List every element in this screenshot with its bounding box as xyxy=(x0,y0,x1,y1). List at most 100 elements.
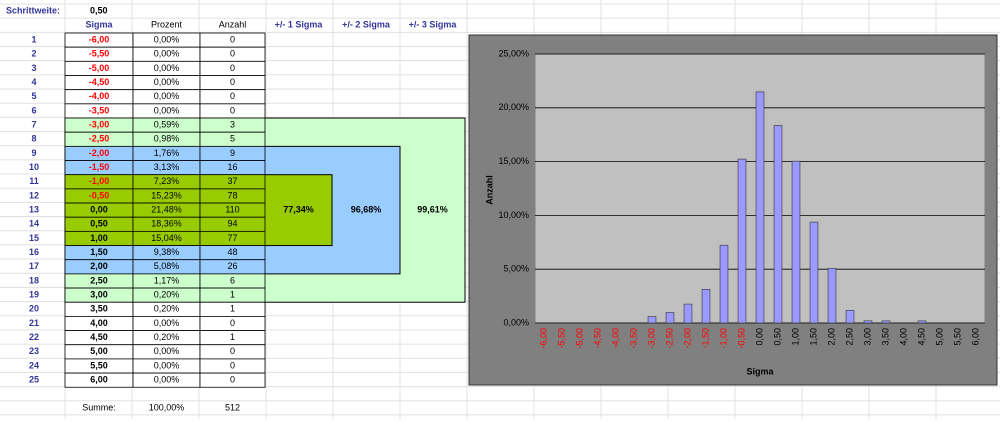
x-tick-label: 4,00 xyxy=(898,328,908,346)
cell-text: 48 xyxy=(227,247,237,257)
footer: Summe: xyxy=(82,402,116,412)
cell-text: 0,00% xyxy=(154,63,180,73)
value: 0,50 xyxy=(90,5,108,15)
cell-text: 5,50 xyxy=(90,360,108,370)
label: Schrittweite: xyxy=(6,5,60,15)
x-tick-label: 3,50 xyxy=(880,328,890,346)
cell-text: -4,00 xyxy=(89,91,110,101)
cell-text: 0,20% xyxy=(154,332,180,342)
cell-text: -1,50 xyxy=(89,162,110,172)
x-tick-label: -4,50 xyxy=(592,328,602,349)
x-tick-label: 5,00 xyxy=(934,328,944,346)
cell-text: 0 xyxy=(230,49,235,59)
row-number: 15 xyxy=(29,233,39,243)
cell-text: 18,36% xyxy=(151,219,182,229)
bar xyxy=(647,316,657,324)
row-number: 18 xyxy=(29,275,39,285)
bar xyxy=(791,160,801,324)
row-number: 5 xyxy=(31,91,36,101)
bar xyxy=(701,289,711,324)
cell-text: 21,48% xyxy=(151,205,182,215)
cell-text: 77 xyxy=(227,233,237,243)
cell xyxy=(199,372,266,388)
x-tick-label: 4,50 xyxy=(916,328,926,346)
x-axis-label: Sigma xyxy=(746,366,774,376)
x-tick-label: -2,50 xyxy=(664,328,674,349)
row-number: 13 xyxy=(29,205,39,215)
row-number: 16 xyxy=(29,247,39,257)
cell-text: 1,50 xyxy=(90,247,108,257)
y-tick-label: 15,00% xyxy=(498,156,529,166)
cell-text: 0,20% xyxy=(154,290,180,300)
bar xyxy=(863,320,873,324)
cell-text: 0 xyxy=(230,360,235,370)
row-number: 20 xyxy=(29,304,39,314)
cell-text: 0 xyxy=(230,63,235,73)
cell-text: 6,00 xyxy=(90,375,108,385)
row-number: 9 xyxy=(31,148,36,158)
cell-text: 3,50 xyxy=(90,304,108,314)
row-number: 22 xyxy=(29,332,39,342)
row-number: 23 xyxy=(29,346,39,356)
row-number: 11 xyxy=(29,176,39,186)
x-tick-label: 1,50 xyxy=(808,328,818,346)
cell-text: 94 xyxy=(227,219,237,229)
cell-text: 1,76% xyxy=(154,148,180,158)
x-tick-label: 6,00 xyxy=(970,328,980,346)
cell-text: 0,98% xyxy=(154,134,180,144)
cell-text: 15,23% xyxy=(151,190,182,200)
cell-text: 0 xyxy=(230,346,235,356)
y-axis-label: Anzahl xyxy=(484,175,494,205)
row-number: 14 xyxy=(29,219,39,229)
row-number: 21 xyxy=(29,318,39,328)
cell-text: 1,00 xyxy=(90,233,108,243)
y-tick-label: 0,00% xyxy=(503,317,529,327)
cell-text: 0,00% xyxy=(154,318,180,328)
cell-text: 0,00 xyxy=(90,205,108,215)
cell-text: 0 xyxy=(230,34,235,44)
cell-text: 9,38% xyxy=(154,247,180,257)
bar xyxy=(827,268,837,324)
cell-text: -3,00 xyxy=(89,119,110,129)
x-tick-label: -5,00 xyxy=(574,328,584,349)
x-tick-label: 0,50 xyxy=(772,328,782,346)
cell-text: 0,59% xyxy=(154,119,180,129)
cell-text: 0,00% xyxy=(154,91,180,101)
bar xyxy=(683,303,693,324)
x-tick-label: 2,00 xyxy=(826,328,836,346)
cell-text: 0,20% xyxy=(154,304,180,314)
cell-text: 110 xyxy=(225,205,239,215)
row-number: 7 xyxy=(31,119,36,129)
row-number: 19 xyxy=(29,290,39,300)
y-tick-label: 25,00% xyxy=(498,48,529,58)
cell-text: 5,00 xyxy=(90,346,108,356)
cell-text: 1 xyxy=(230,332,235,342)
cell-text: -5,50 xyxy=(89,49,110,59)
y-tick-label: 20,00% xyxy=(498,102,529,112)
cell-text: 0,50 xyxy=(90,219,108,229)
cell-text: 0 xyxy=(230,105,235,115)
column-header: +/- 2 Sigma xyxy=(342,19,391,29)
cell-text: 6 xyxy=(230,275,235,285)
x-tick-label: -5,50 xyxy=(556,328,566,349)
y-tick-label: 10,00% xyxy=(498,210,529,220)
cell-text: -4,50 xyxy=(89,77,110,87)
cell-text: 5,08% xyxy=(154,261,180,271)
cell-text: -2,00 xyxy=(89,148,110,158)
cell-text: 0,00% xyxy=(154,375,180,385)
cell-text: 4,50 xyxy=(90,332,108,342)
cell-text: 1,17% xyxy=(154,275,180,285)
column-header: Anzahl xyxy=(219,19,247,29)
cell-text: 0,00% xyxy=(154,105,180,115)
cell-text: -6,00 xyxy=(89,34,110,44)
cell-text: 0,00% xyxy=(154,360,180,370)
cell-text: 15,04% xyxy=(151,233,182,243)
cell-text: 16 xyxy=(227,162,237,172)
bar xyxy=(737,158,747,324)
row-number: 1 xyxy=(31,34,36,44)
cell-text: -0,50 xyxy=(89,190,110,200)
column-header: +/- 3 Sigma xyxy=(409,19,458,29)
x-tick-label: -2,00 xyxy=(682,328,692,349)
column-header: Prozent xyxy=(151,19,183,29)
